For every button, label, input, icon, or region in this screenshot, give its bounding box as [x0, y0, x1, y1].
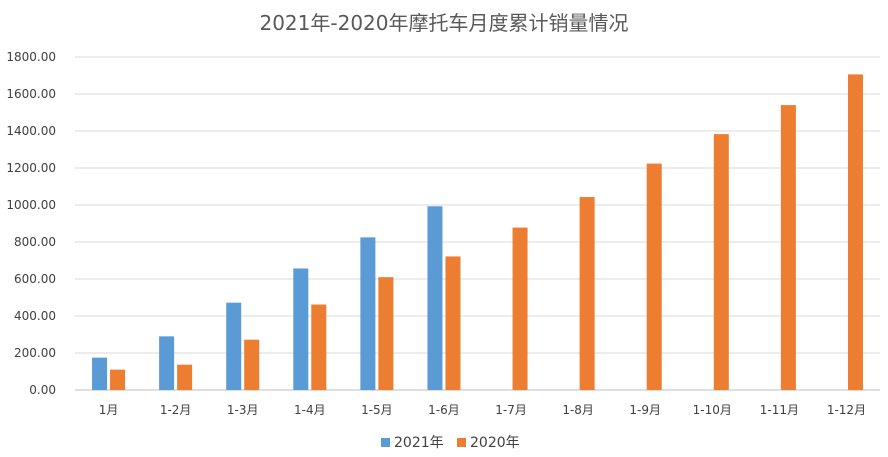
y-tick-label: 1400.00: [6, 124, 56, 138]
bar-series-2020: [579, 197, 595, 390]
y-tick-label: 1600.00: [6, 87, 56, 101]
bar-series-2020: [847, 74, 863, 390]
bar-series-2020: [177, 364, 193, 390]
y-tick-label: 600.00: [14, 272, 56, 286]
bar-series-2021: [427, 206, 443, 390]
x-tick-label: 1-8月: [562, 403, 594, 417]
x-tick-label: 1-10月: [693, 403, 732, 417]
x-tick-label: 1-6月: [428, 403, 460, 417]
bar-series-2020: [646, 163, 662, 390]
y-tick-label: 400.00: [14, 309, 56, 323]
bar-series-2021: [92, 357, 108, 390]
y-tick-label: 1800.00: [6, 50, 56, 64]
bar-series-2020: [110, 369, 126, 390]
bar-series-2020: [512, 227, 528, 390]
bar-series-2021: [159, 336, 175, 390]
x-tick-label: 1-7月: [495, 403, 527, 417]
x-tick-label: 1-2月: [160, 403, 192, 417]
y-tick-label: 1200.00: [6, 161, 56, 175]
legend-swatch: [457, 438, 466, 447]
bar-series-2020: [311, 304, 327, 390]
bar-series-2020: [713, 134, 729, 390]
y-tick-label: 200.00: [14, 346, 56, 360]
x-tick-label: 1-3月: [227, 403, 259, 417]
y-axis-ticks: 0.00 200.00 400.00 600.00 800.00 1000.00 1200.…: [6, 50, 56, 397]
x-tick-label: 1-5月: [361, 403, 393, 417]
bar-series-2021: [226, 302, 242, 390]
legend-swatch: [381, 438, 390, 447]
grid-lines: [75, 56, 880, 391]
x-tick-label: 1-4月: [294, 403, 326, 417]
x-axis-ticks: 1月 1-2月 1-3月 1-4月 1-5月 1-6月 1-7月 1-8月 1-9月 1-10月 1…: [99, 403, 866, 417]
bars: [92, 74, 863, 390]
x-tick-label: 1-9月: [629, 403, 661, 417]
legend-label: 2021年: [394, 435, 444, 451]
legend-label: 2020年: [470, 435, 520, 451]
legend: 2021年 2020年: [381, 435, 520, 451]
y-tick-label: 800.00: [14, 235, 56, 249]
x-tick-label: 1-12月: [827, 403, 866, 417]
bar-series-2020: [780, 105, 796, 390]
y-tick-label: 1000.00: [6, 198, 56, 212]
bar-series-2020: [445, 256, 461, 390]
y-tick-label: 0.00: [29, 383, 56, 397]
bar-series-2021: [293, 268, 309, 390]
bar-series-2021: [360, 237, 376, 390]
x-tick-label: 1月: [99, 403, 119, 417]
chart-title: 2021年-2020年摩托车月度累计销量情况: [259, 11, 628, 35]
bar-series-2020: [378, 277, 394, 390]
x-tick-label: 1-11月: [760, 403, 799, 417]
bar-series-2020: [244, 339, 260, 390]
